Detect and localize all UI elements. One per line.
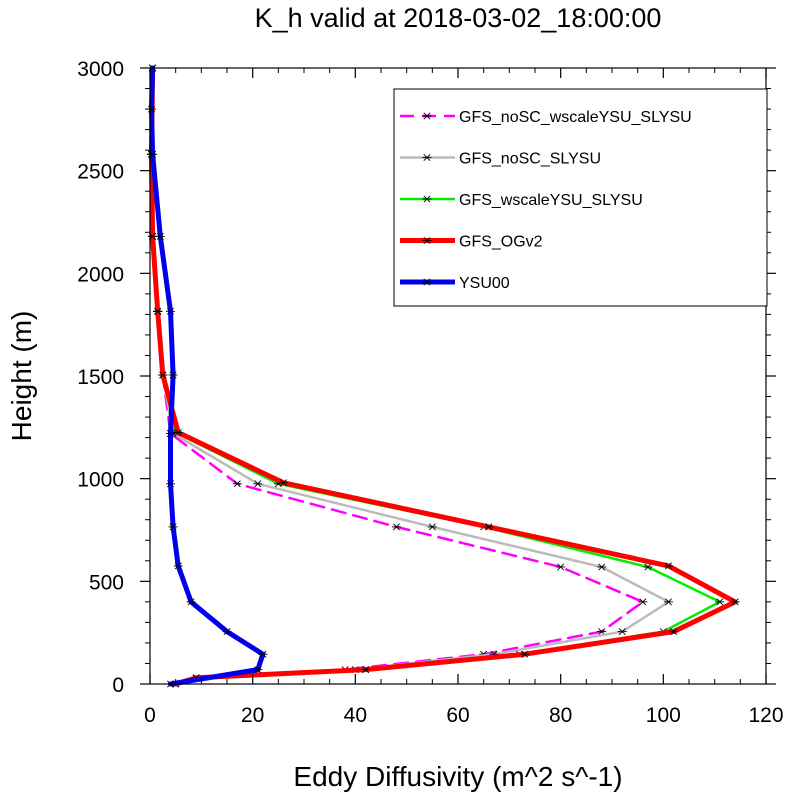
data-point: [638, 598, 648, 606]
legend-label: YSU00: [459, 275, 510, 292]
data-point: [715, 598, 725, 606]
x-tick-label: 100: [646, 704, 681, 727]
y-tick-label: 1500: [77, 366, 124, 389]
x-tick-label: 40: [344, 704, 367, 727]
series-line: [149, 65, 266, 687]
data-point: [278, 479, 288, 487]
data-point: [663, 562, 673, 570]
data-point: [155, 232, 165, 240]
data-point: [173, 428, 183, 436]
legend-marker: [422, 195, 432, 203]
legend-label: GFS_wscaleYSU_SLYSU: [459, 192, 643, 209]
x-tick-label: 60: [446, 704, 469, 727]
y-tick-label: 2500: [77, 161, 124, 184]
data-point: [427, 523, 437, 531]
y-tick-label: 1000: [77, 469, 124, 492]
y-tick-label: 2000: [77, 263, 124, 286]
data-point: [153, 307, 163, 315]
axis-ticks: 0 20 40 60 80 100 120 0 500 1000 1500 2000 2500 3000: [77, 58, 783, 727]
chart-title: K_h valid at 2018-03-02_18:00:00: [255, 3, 662, 33]
data-point: [643, 563, 653, 571]
y-tick-label: 0: [112, 674, 124, 697]
legend-label: GFS_noSC_wscaleYSU_SLYSU: [459, 109, 692, 126]
legend: GFS_noSC_wscaleYSU_SLYSU GFS_noSC_SLYSU GF…: [393, 88, 768, 307]
data-point: [173, 562, 183, 570]
data-point: [556, 563, 566, 571]
legend-entry: YSU00: [400, 275, 510, 292]
legend-label: GFS_OGv2: [459, 234, 543, 251]
legend-marker: [422, 154, 432, 161]
legend-box: [393, 88, 768, 307]
y-tick-label: 3000: [77, 58, 124, 81]
legend-entry: GFS_noSC_SLYSU: [400, 151, 601, 168]
x-tick-label: 20: [241, 704, 264, 727]
x-tick-label: 0: [144, 704, 156, 727]
data-point: [484, 523, 494, 531]
data-point: [166, 307, 176, 315]
data-point: [617, 628, 627, 636]
data-point: [361, 666, 371, 674]
data-point: [168, 371, 178, 379]
data-point: [222, 628, 232, 636]
data-point: [669, 628, 679, 636]
legend-entry: GFS_wscaleYSU_SLYSU: [400, 192, 643, 209]
data-point: [520, 650, 530, 658]
data-point: [597, 563, 607, 571]
legend-entry: GFS_OGv2: [400, 234, 543, 251]
data-point: [232, 480, 242, 488]
legend-marker: [422, 278, 432, 286]
x-tick-label: 120: [748, 704, 783, 727]
data-point: [258, 650, 268, 658]
data-point: [186, 598, 196, 606]
legend-marker: [422, 112, 432, 120]
data-point: [663, 598, 673, 606]
data-point: [253, 480, 263, 488]
data-point: [166, 429, 176, 437]
plot-marks: [147, 64, 740, 688]
x-axis-title: Eddy Diffusivity (m^2 s^-1): [293, 761, 622, 792]
legend-entry: GFS_noSC_wscaleYSU_SLYSU: [400, 109, 692, 126]
data-point: [730, 598, 740, 606]
y-tick-label: 500: [89, 571, 124, 594]
data-point: [166, 480, 176, 488]
data-point: [158, 371, 168, 379]
y-axis-title: Height (m): [6, 311, 37, 442]
legend-marker: [422, 237, 432, 244]
data-point: [253, 666, 263, 674]
data-point: [168, 523, 178, 531]
legend-label: GFS_noSC_SLYSU: [459, 151, 601, 168]
x-tick-label: 80: [549, 704, 572, 727]
data-point: [391, 523, 401, 531]
